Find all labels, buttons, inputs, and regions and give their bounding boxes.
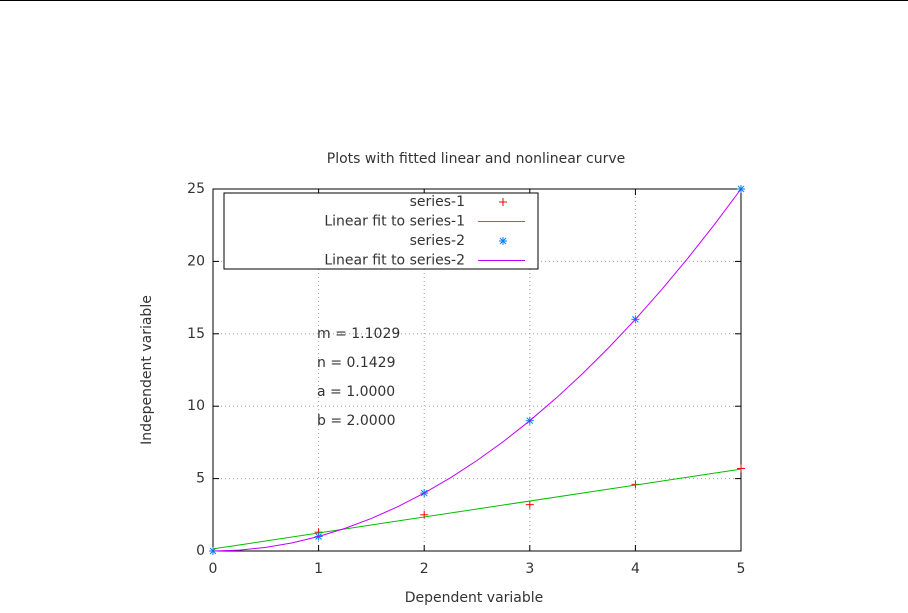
legend-label: series-2 — [410, 233, 465, 249]
legend-swatch — [499, 237, 507, 245]
y-tick-label: 15 — [187, 326, 205, 342]
annotation: b = 2.0000 — [317, 413, 396, 429]
y-tick-label: 10 — [187, 398, 205, 414]
data-point — [737, 464, 745, 473]
y-tick-label: 20 — [187, 253, 205, 269]
x-tick-label: 3 — [525, 561, 534, 577]
fit-line — [212, 468, 742, 550]
y-tick-label: 0 — [196, 543, 205, 559]
legend-swatch — [499, 198, 507, 206]
x-tick-label: 5 — [737, 561, 746, 577]
y-axis-label: Independent variable — [139, 295, 155, 445]
y-tick-label: 25 — [187, 181, 205, 197]
annotation: m = 1.1029 — [317, 326, 400, 342]
legend-label: Linear fit to series-2 — [324, 253, 465, 269]
marker-stroke — [499, 237, 507, 245]
annotation: a = 1.0000 — [317, 384, 395, 400]
legend-label: Linear fit to series-1 — [324, 214, 465, 230]
x-tick-label: 2 — [420, 561, 429, 577]
y-tick-label: 5 — [196, 471, 205, 487]
x-tick-label: 0 — [209, 561, 218, 577]
x-axis-label: Dependent variable — [405, 590, 544, 606]
annotation: n = 0.1429 — [317, 355, 396, 371]
fit-line — [212, 188, 742, 552]
x-tick-label: 1 — [314, 561, 323, 577]
chart-title: Plots with fitted linear and nonlinear c… — [327, 151, 625, 167]
plot-border — [212, 188, 742, 552]
data-point — [525, 500, 534, 509]
x-tick-label: 4 — [631, 561, 640, 577]
legend-label: series-1 — [410, 194, 465, 210]
legend-box — [223, 192, 539, 270]
